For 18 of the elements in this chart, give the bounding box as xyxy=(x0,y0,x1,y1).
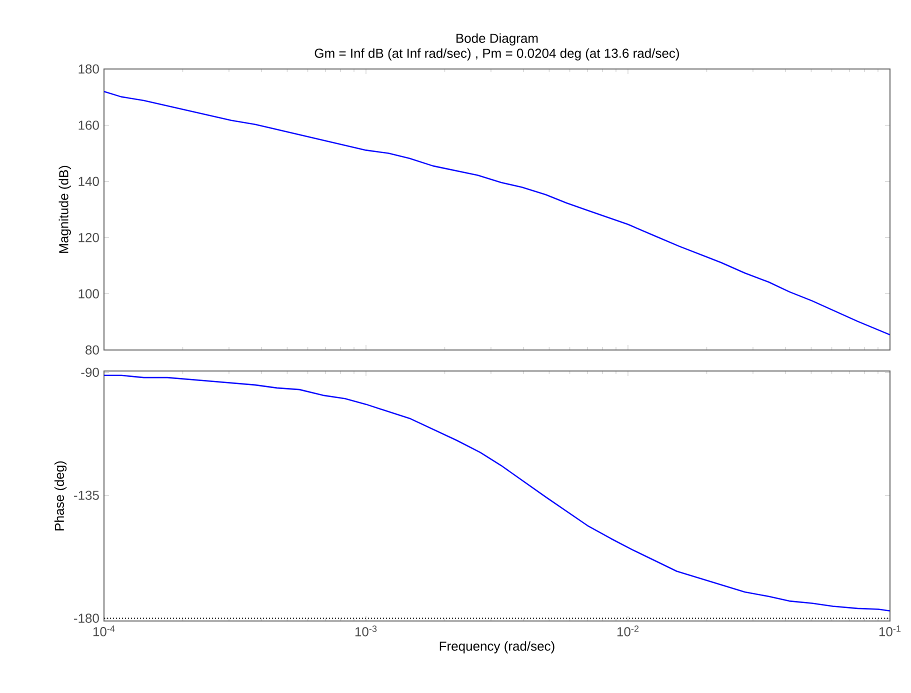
chart-subtitle: Gm = Inf dB (at Inf rad/sec) , Pm = 0.0204 deg (at 13.6 rad/sec) xyxy=(314,48,679,60)
y-axis-title: Phase (deg) xyxy=(54,461,67,530)
x-axis-title: Frequency (rad/sec) xyxy=(440,641,554,654)
y-tick-label: -90 xyxy=(81,368,99,377)
x-tick-label: 10$^{-3}$ xyxy=(355,626,377,636)
y-axis-title: Magnitude (dB) xyxy=(58,166,71,253)
chart-title: Bode Diagram xyxy=(456,33,538,46)
x-tick-label: 10$^{-4}$ xyxy=(93,626,115,636)
x-tick-label: 10$^{-1}$ xyxy=(879,626,901,636)
y-tick-label: 140 xyxy=(78,176,99,186)
y-tick-label: -135 xyxy=(74,490,99,500)
y-tick-label: 120 xyxy=(78,232,99,242)
y-tick-label: 160 xyxy=(78,120,99,130)
y-tick-label: 80 xyxy=(86,345,99,355)
y-tick-label: 180 xyxy=(78,64,99,74)
y-tick-label: -180 xyxy=(74,614,99,623)
x-tick-label: 10$^{-2}$ xyxy=(617,626,639,636)
y-tick-label: 100 xyxy=(78,289,99,298)
